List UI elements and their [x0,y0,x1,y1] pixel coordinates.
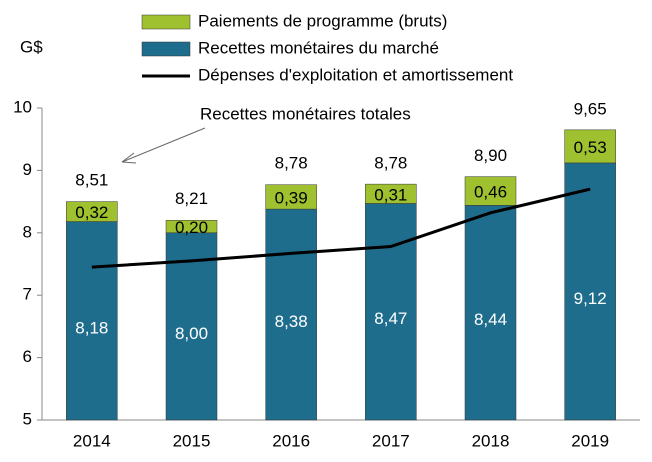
bar-segment [265,208,317,421]
legend-swatch [141,41,191,57]
legend-label: Dépenses d'exploitation et amortissement [198,65,513,84]
legend-label: Paiements de programme (bruts) [198,11,447,30]
bar-segment [265,184,317,210]
x-tick-label: 2014 [73,431,111,450]
y-tick-label: 10 [13,97,32,116]
total-label: 8,21 [175,189,208,208]
total-label: 9,65 [574,99,607,118]
y-tick-label: 8 [23,222,32,241]
bar-segment [564,162,616,421]
bar-segment [66,201,118,222]
legend-swatch [141,14,191,30]
data-label: 8,00 [175,324,208,343]
y-tick-label: 7 [23,285,32,304]
total-label: 8,78 [374,154,407,173]
annotation: Recettes monétaires totales [200,104,411,123]
line-series [91,187,591,269]
y-tick-label: 5 [23,409,32,428]
bar-segment [165,232,218,421]
x-tick-label: 2015 [173,431,211,450]
legend-label: Recettes monétaires du marché [198,38,439,57]
data-label: 8,47 [374,309,407,328]
data-label: 9,12 [574,289,607,308]
bar-segment [66,221,118,421]
y-tick-label: 6 [23,347,32,366]
bar-segment [464,205,517,421]
x-tick-label: 2016 [272,431,310,450]
x-tick-label: 2019 [571,431,609,450]
annotation-arrowhead [121,152,137,164]
data-label: 0,39 [275,188,308,207]
data-label: 8,44 [474,310,507,329]
bar-segment [165,220,218,234]
data-label: 0,46 [474,182,507,201]
unit-label: G$ [20,37,43,56]
total-label: 8,78 [275,154,308,173]
bar-segment [564,129,616,164]
bar-segment [464,176,517,206]
y-tick-label: 9 [23,160,32,179]
data-label: 0,20 [175,218,208,237]
data-label: 0,53 [574,138,607,157]
x-tick-label: 2017 [372,431,410,450]
data-label: 0,31 [374,185,407,204]
annotation-arrow [121,127,206,163]
x-tick-label: 2018 [472,431,510,450]
data-label: 8,18 [75,318,108,337]
data-label: 0,32 [75,203,108,222]
data-label: 8,38 [275,312,308,331]
total-label: 8,51 [75,170,108,189]
bar-segment [365,183,417,204]
total-label: 8,90 [474,146,507,165]
